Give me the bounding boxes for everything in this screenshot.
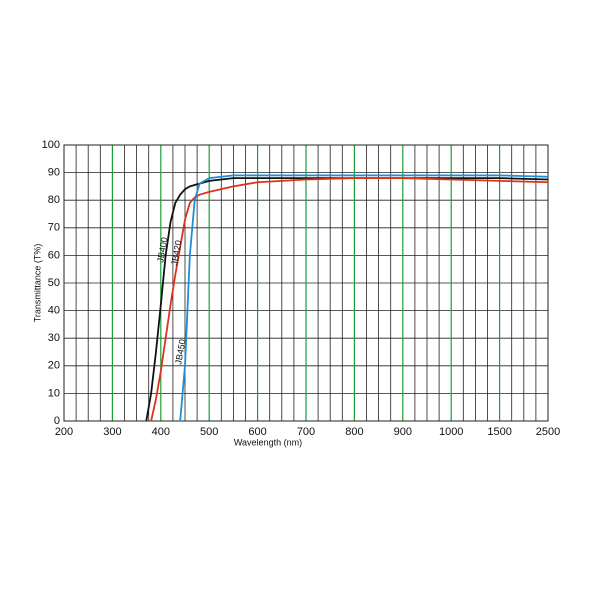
y-tick-label: 90 (48, 167, 60, 179)
y-tick-label: 0 (54, 415, 60, 427)
y-tick-label: 10 (48, 387, 60, 399)
y-tick-label: 70 (48, 222, 60, 234)
x-tick-label: 400 (152, 426, 170, 438)
y-tick-label: 40 (48, 305, 60, 317)
x-tick-label: 2500 (536, 426, 560, 438)
x-tick-label: 200 (55, 426, 73, 438)
x-tick-label: 1500 (487, 426, 511, 438)
series-line (150, 177, 549, 422)
x-tick-label: 900 (394, 426, 412, 438)
series-line (179, 174, 549, 422)
y-tick-label: 100 (42, 139, 60, 151)
y-tick-label: 60 (48, 249, 60, 261)
y-tick-label: 80 (48, 194, 60, 206)
x-axis-title: Wavelength (nm) (234, 437, 302, 447)
y-tick-label: 20 (48, 360, 60, 372)
series-label: JB400 (155, 236, 169, 263)
x-tick-label: 300 (103, 426, 121, 438)
x-tick-label: 700 (297, 426, 315, 438)
y-axis-title: Transmittance (T%) (32, 244, 42, 323)
x-tick-label: 1000 (439, 426, 463, 438)
y-tick-label: 30 (48, 332, 60, 344)
series-label: JB420 (169, 239, 183, 266)
x-tick-label: 600 (248, 426, 266, 438)
series-label: JB450 (173, 338, 187, 365)
x-tick-label: 800 (345, 426, 363, 438)
y-tick-label: 50 (48, 277, 60, 289)
x-tick-label: 500 (200, 426, 218, 438)
plot-frame (63, 144, 549, 422)
